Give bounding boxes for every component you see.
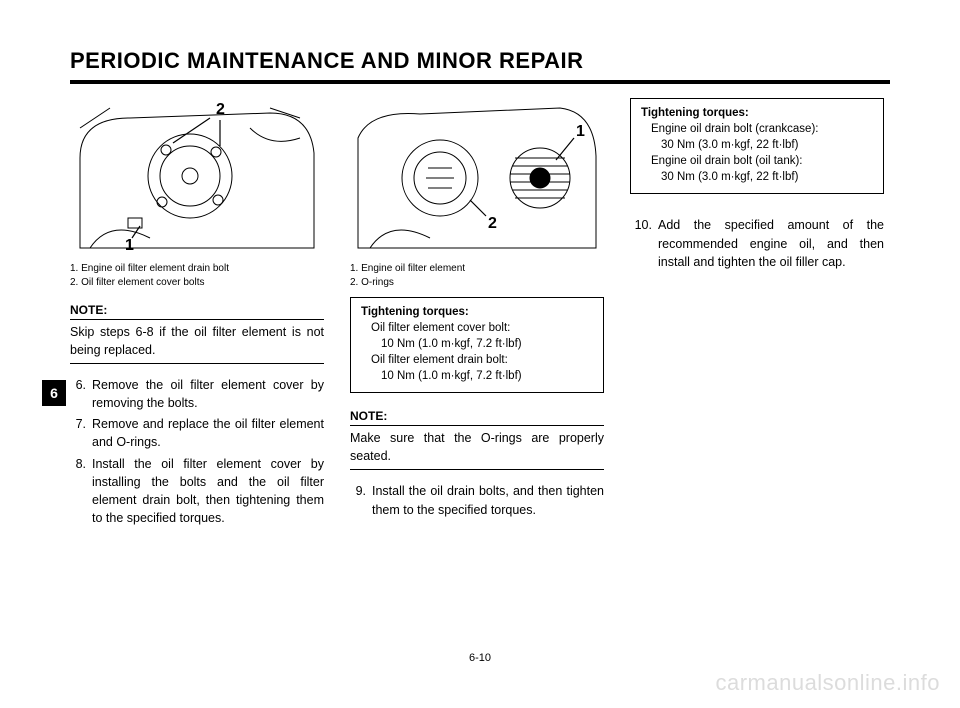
note-label-text: NOTE: — [350, 409, 387, 423]
callout-1: 1 — [125, 237, 134, 254]
steps-list-3: 10. Add the specified amount of the reco… — [630, 216, 884, 273]
torque-item-value: 10 Nm (1.0 m·kgf, 7.2 ft·lbf) — [361, 368, 593, 384]
section-title: PERIODIC MAINTENANCE AND MINOR REPAIR — [70, 48, 890, 84]
torque-item-value: 30 Nm (3.0 m·kgf, 22 ft·lbf) — [641, 137, 873, 153]
note-body: Skip steps 6-8 if the oil filter element… — [70, 324, 324, 359]
step-text: Install the oil filter element cover by … — [92, 455, 324, 528]
steps-list-1: 6. Remove the oil filter element cover b… — [70, 376, 324, 530]
engine-diagram-2-svg: 1 2 — [350, 98, 604, 258]
torque-title: Tightening torques: — [641, 105, 873, 121]
torque-item-value: 10 Nm (1.0 m·kgf, 7.2 ft·lbf) — [361, 336, 593, 352]
callout-2: 2 — [216, 101, 225, 118]
steps-list-2: 9. Install the oil drain bolts, and then… — [350, 482, 604, 521]
step-text: Remove and replace the oil filter elemen… — [92, 415, 324, 451]
caption-line: 1. Engine oil filter element drain bolt — [70, 262, 324, 276]
step-6: 6. Remove the oil filter element cover b… — [70, 376, 324, 412]
step-num: 9. — [350, 482, 372, 518]
note-rule-end — [70, 363, 324, 364]
chapter-tab: 6 — [42, 380, 66, 406]
caption-line: 1. Engine oil filter element — [350, 262, 604, 276]
torque-title: Tightening torques: — [361, 304, 593, 320]
callout-2: 2 — [488, 215, 497, 232]
page-number: 6-10 — [0, 652, 960, 664]
note-label: NOTE: — [70, 303, 324, 324]
manual-page: PERIODIC MAINTENANCE AND MINOR REPAIR — [0, 0, 960, 708]
engine-diagram-1-svg: 1 2 — [70, 98, 324, 258]
figure-2: 1 2 — [350, 98, 604, 258]
note-rule-end — [350, 469, 604, 470]
caption-line: 2. Oil filter element cover bolts — [70, 276, 324, 290]
figure-1-caption: 1. Engine oil filter element drain bolt … — [70, 262, 324, 289]
figure-1: 1 2 — [70, 98, 324, 258]
torque-item-value: 30 Nm (3.0 m·kgf, 22 ft·lbf) — [641, 169, 873, 185]
step-text: Remove the oil filter element cover by r… — [92, 376, 324, 412]
step-9: 9. Install the oil drain bolts, and then… — [350, 482, 604, 518]
note-rule — [350, 425, 604, 426]
step-num: 8. — [70, 455, 92, 528]
torque-item-label: Oil filter element drain bolt: — [361, 352, 593, 368]
step-num: 6. — [70, 376, 92, 412]
caption-line: 2. O-rings — [350, 276, 604, 290]
torque-box-2: Tightening torques: Engine oil drain bol… — [630, 98, 884, 194]
note-label-text: NOTE: — [70, 303, 107, 317]
step-10: 10. Add the specified amount of the reco… — [630, 216, 884, 270]
column-3: Tightening torques: Engine oil drain bol… — [630, 98, 884, 530]
torque-item-label: Engine oil drain bolt (oil tank): — [641, 153, 873, 169]
column-2: 1 2 1. Engine oil filter element 2. O-ri… — [350, 98, 604, 530]
torque-item-label: Engine oil drain bolt (crankcase): — [641, 121, 873, 137]
torque-box-1: Tightening torques: Oil filter element c… — [350, 297, 604, 393]
figure-2-caption: 1. Engine oil filter element 2. O-rings — [350, 262, 604, 289]
content-columns: 1 2 1. Engine oil filter element drain b… — [70, 98, 890, 530]
note-body: Make sure that the O-rings are properly … — [350, 430, 604, 465]
watermark: carmanualsonline.info — [715, 670, 940, 696]
step-num: 10. — [630, 216, 658, 270]
torque-item-label: Oil filter element cover bolt: — [361, 320, 593, 336]
note-rule — [70, 319, 324, 320]
step-text: Install the oil drain bolts, and then ti… — [372, 482, 604, 518]
step-8: 8. Install the oil filter element cover … — [70, 455, 324, 528]
step-num: 7. — [70, 415, 92, 451]
callout-1: 1 — [576, 123, 585, 140]
note-label: NOTE: — [350, 409, 604, 430]
step-text: Add the specified amount of the recommen… — [658, 216, 884, 270]
step-7: 7. Remove and replace the oil filter ele… — [70, 415, 324, 451]
column-1: 1 2 1. Engine oil filter element drain b… — [70, 98, 324, 530]
